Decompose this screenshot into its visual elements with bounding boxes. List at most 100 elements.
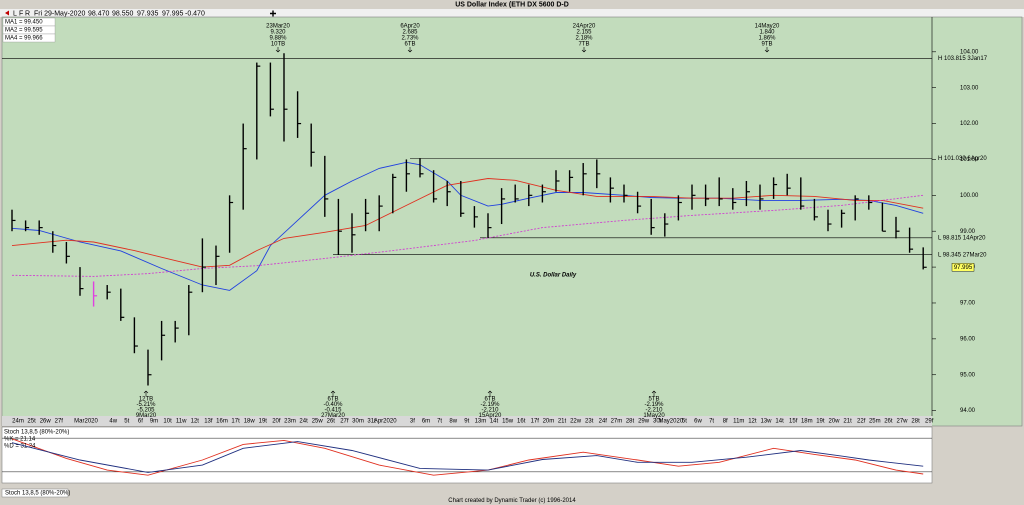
- swing-note: 6TB: [404, 42, 415, 48]
- x-tick-label: 8w: [449, 419, 457, 425]
- x-tick-label: 7t: [437, 419, 442, 425]
- swing-note: 9.320: [270, 30, 286, 36]
- panel-tab[interactable]: [1, 488, 69, 498]
- swing-note: -2.210: [481, 408, 499, 414]
- x-tick-label: 25t: [27, 419, 36, 425]
- x-tick-label: 13w: [760, 419, 772, 425]
- swing-arrow: [764, 47, 770, 53]
- x-tick-label: 3f: [410, 419, 415, 425]
- x-tick-label: 9t: [464, 419, 469, 425]
- level-label: L 98.345 27Mar20: [938, 252, 987, 258]
- last-price-box: [951, 263, 975, 272]
- swing-note: 24Apr20: [573, 24, 596, 30]
- quote-high: 98.550: [112, 10, 134, 17]
- x-tick-label: 6w: [694, 419, 702, 425]
- x-tick-label: 23t: [585, 419, 594, 425]
- chart-title: US Dollar Index (ETH DX 5600 D-D: [455, 1, 569, 8]
- x-tick-label: 9m: [150, 419, 158, 425]
- x-tick-label: 19t: [259, 419, 268, 425]
- swing-note: -2.19%: [644, 402, 664, 408]
- x-tick-label: 20m: [543, 419, 555, 425]
- swing-note: -0.40%: [323, 402, 343, 408]
- y-tick-label: 102.00: [960, 121, 979, 127]
- x-tick-label: 13f: [204, 419, 213, 425]
- x-tick-label: 7t: [709, 419, 714, 425]
- x-tick-label: 11w: [176, 419, 187, 425]
- y-tick-label: 103.00: [960, 85, 979, 91]
- swing-note: 9TB: [761, 42, 772, 48]
- x-tick-label: 6f: [138, 419, 143, 425]
- legend-entry: MA2 = 99.595: [5, 28, 43, 34]
- swing-note: 2.18%: [575, 36, 593, 42]
- swing-note: -2.19%: [480, 402, 500, 408]
- x-tick-label: 24f: [599, 419, 608, 425]
- x-tick-label: 20f: [272, 419, 281, 425]
- swing-note: 2.685: [402, 30, 418, 36]
- quote-low: 97.935: [137, 10, 159, 17]
- x-tick-label: 26t: [884, 419, 893, 425]
- x-tick-label: 14t: [775, 419, 784, 425]
- swing-note: 2.73%: [401, 36, 419, 42]
- legend-entry: %K = 21.14: [4, 437, 36, 443]
- x-tick-label: 10t: [163, 419, 172, 425]
- y-tick-label: 104.00: [960, 49, 979, 55]
- swing-note: 6TB: [327, 397, 338, 403]
- swing-note: 9.88%: [269, 36, 287, 42]
- x-tick-label: 21t: [558, 419, 567, 425]
- x-tick-label: 20w: [828, 419, 840, 425]
- x-tick-label: 29w: [638, 419, 650, 425]
- x-axis-strip: [2, 416, 932, 426]
- y-tick-label: 101.00: [960, 157, 979, 163]
- swing-note: -5.205: [137, 408, 155, 414]
- y-tick-label: 100.00: [960, 193, 979, 199]
- swing-note: 23Mar20: [266, 24, 290, 30]
- x-tick-label: 27w: [896, 419, 908, 425]
- quote-open: 98.470: [88, 10, 110, 17]
- x-tick-label: 4w: [109, 419, 117, 425]
- y-tick-label: 99.00: [960, 229, 976, 235]
- nav-button[interactable]: F: [19, 10, 23, 17]
- x-tick-label: 27f: [55, 419, 64, 425]
- x-tick-label: May2020: [658, 419, 683, 425]
- crosshair-tool[interactable]: [270, 10, 276, 17]
- x-tick-label: 16m: [216, 419, 228, 425]
- toolbar: [0, 9, 1024, 17]
- x-tick-label: 5t: [682, 419, 687, 425]
- moving-average: [11, 194, 924, 277]
- x-tick-label: 24m: [12, 419, 24, 425]
- credit: Chart created by Dynamic Trader (c) 1996…: [448, 498, 576, 504]
- back-button[interactable]: [5, 10, 9, 16]
- x-tick-label: Apr2020: [374, 419, 397, 425]
- legend-entry: MA1 = 99.450: [5, 20, 43, 26]
- x-tick-label: 15f: [789, 419, 798, 425]
- level-label: H 103.815 3Jan17: [938, 56, 988, 62]
- nav-button[interactable]: R: [25, 10, 30, 17]
- x-tick-label: 28t: [626, 419, 635, 425]
- swing-note: 10TB: [271, 42, 285, 48]
- x-tick-label: 31t: [367, 419, 376, 425]
- x-tick-label: 19t: [816, 419, 825, 425]
- swing-arrow: [330, 390, 336, 396]
- x-tick-label: 15w: [502, 419, 514, 425]
- x-tick-label: 23m: [284, 419, 296, 425]
- x-tick-label: 13m: [475, 419, 487, 425]
- nav-button[interactable]: L: [13, 10, 17, 17]
- swing-note: 7TB: [578, 42, 589, 48]
- x-tick-label: 26t: [327, 419, 336, 425]
- swing-arrow: [407, 47, 413, 53]
- x-tick-label: 25m: [869, 419, 881, 425]
- swing-note: 6TB: [484, 397, 495, 403]
- swing-arrow: [651, 390, 657, 396]
- x-tick-label: 25w: [312, 419, 324, 425]
- x-tick-label: 22f: [857, 419, 866, 425]
- panel-tab-label[interactable]: Stoch 13,8,5 (80%-20%): [5, 491, 70, 497]
- x-tick-label: 29f: [925, 419, 934, 425]
- stoch-line: [11, 441, 924, 473]
- x-tick-label: 6m: [422, 419, 430, 425]
- x-tick-label: 18w: [244, 419, 256, 425]
- swing-note: 15Apr20: [479, 413, 502, 419]
- level-label: L 98.815 14Apr20: [938, 235, 986, 241]
- swing-arrow: [487, 390, 493, 396]
- swing-note: 1May20: [643, 413, 665, 419]
